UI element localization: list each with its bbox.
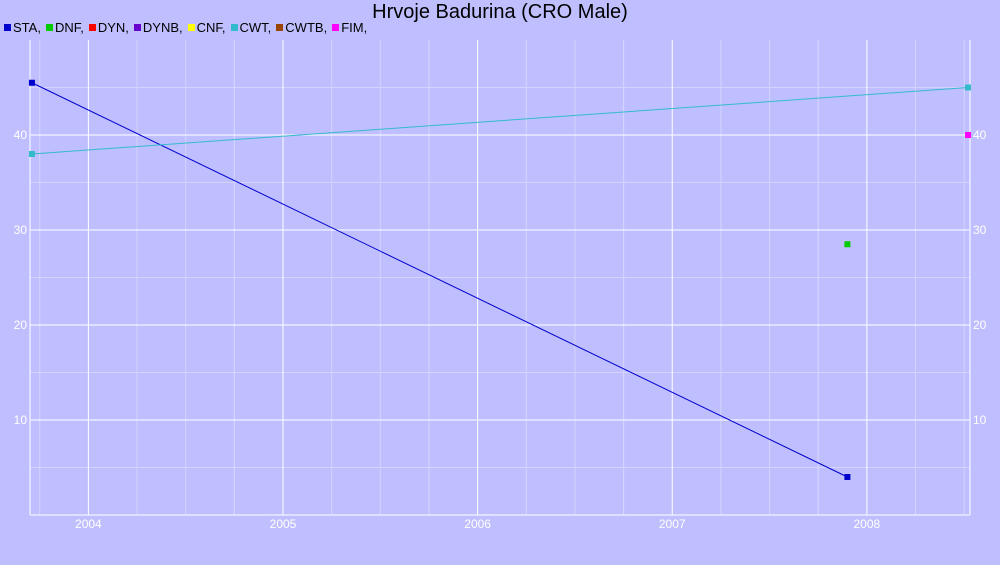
- legend-label: CWT,: [239, 20, 272, 35]
- legend-swatch: [4, 24, 11, 31]
- legend-swatch: [332, 24, 340, 31]
- legend-label: CNF,: [196, 20, 226, 35]
- y-tick-label-right: 30: [973, 223, 987, 237]
- data-point-sta: [844, 474, 851, 480]
- legend-swatch: [230, 24, 238, 31]
- y-tick-label-left: 40: [14, 128, 28, 142]
- legend-label: DYN,: [97, 20, 129, 35]
- legend-swatch: [133, 24, 141, 31]
- legend-label: DYNB,: [142, 20, 183, 35]
- legend-label: CWTB,: [285, 20, 328, 35]
- legend-item-cnf: CNF,: [187, 20, 226, 35]
- legend-swatch: [187, 24, 195, 31]
- legend-item-dnf: DNF,: [45, 20, 84, 35]
- y-tick-label-right: 40: [973, 128, 987, 142]
- legend: STA, DNF, DYN, DYNB, CNF, CWT, CWTB, FIM,: [4, 20, 372, 35]
- legend-item-cwt: CWT,: [230, 20, 272, 35]
- data-point-cwt: [28, 151, 35, 157]
- legend-item-sta: STA,: [4, 20, 41, 35]
- y-tick-label-right: 20: [973, 318, 987, 332]
- x-tick-label: 2005: [270, 517, 297, 531]
- x-tick-label: 2004: [75, 517, 102, 531]
- legend-item-dyn: DYN,: [88, 20, 129, 35]
- data-point-dnf: [844, 241, 851, 248]
- legend-label: STA,: [13, 20, 41, 35]
- legend-swatch: [45, 24, 53, 31]
- legend-swatch: [276, 24, 284, 31]
- legend-swatch: [88, 24, 96, 31]
- data-point-cwt: [965, 84, 972, 91]
- data-point-sta: [28, 79, 35, 86]
- legend-item-fim: FIM,: [332, 20, 367, 35]
- legend-label: FIM,: [341, 20, 368, 35]
- series-line-sta: [31, 82, 848, 478]
- legend-item-dynb: DYNB,: [133, 20, 183, 35]
- y-tick-label-right: 10: [973, 413, 987, 427]
- y-tick-label-left: 10: [14, 413, 28, 427]
- x-tick-label: 2007: [659, 517, 686, 531]
- x-tick-label: 2008: [854, 517, 881, 531]
- y-tick-label-left: 30: [14, 223, 28, 237]
- x-tick-label: 2006: [464, 517, 491, 531]
- legend-item-cwtb: CWTB,: [276, 20, 327, 35]
- data-point-fim: [965, 132, 972, 138]
- series-line-cwt: [31, 87, 969, 155]
- y-tick-label-left: 20: [14, 318, 28, 332]
- chart-title: Hrvoje Badurina (CRO Male): [372, 1, 628, 23]
- legend-label: DNF,: [54, 20, 84, 35]
